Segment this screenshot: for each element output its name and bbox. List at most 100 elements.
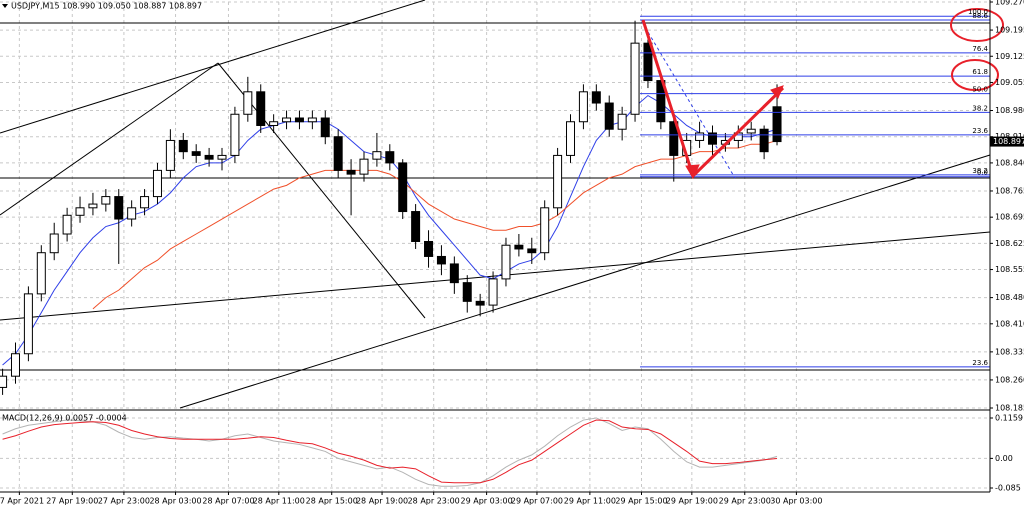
highlight-circle [951,59,999,91]
candle-body [101,196,111,205]
y-tick-label: 108.410 [995,319,1024,328]
y-tick-label: 109.270 [995,0,1024,7]
candle-body [152,169,162,198]
candle-body [578,91,588,123]
y-tick-label: 108.765 [995,186,1024,195]
fib-level-label: 23.6 [972,359,988,367]
trend-line [0,62,219,216]
fib-level-label: 88.6 [972,12,988,20]
candle-body [333,136,343,171]
plot-layer [0,15,990,487]
candle-body [475,300,485,306]
arrow-head [770,85,784,99]
x-tick-label: 28 Apr 11:00 [253,497,305,506]
candle-body [772,106,782,143]
y-tick-label: 0.1159 [995,413,1023,422]
x-tick-label: 28 Apr 03:00 [149,497,201,506]
indicator-line [2,419,778,484]
arrow-head [685,164,700,180]
indicator-line [2,417,778,487]
candle-body [449,263,459,284]
fib-level-label: 38.2 [972,104,988,112]
y-tick-label: 108.980 [995,106,1024,115]
fib-level-label: 100.0 [968,8,988,16]
candle-body [501,244,511,280]
y-tick-label: 109.195 [995,26,1024,35]
fib-level-label: 61.8 [972,68,988,76]
candle-body [695,132,705,141]
candle-body [36,252,46,295]
y-tick-label: 109.055 [995,78,1024,87]
x-tick-label: 27 Apr 23:00 [98,497,150,506]
candle-body [256,91,266,126]
symbol-icon [2,4,8,8]
candle-body [282,117,292,123]
x-tick-label: 29 Apr 19:00 [666,497,718,506]
x-tick-label: 27 Apr 19:00 [46,497,98,506]
candle-body [269,121,279,126]
x-tick-label: 28 Apr 07:00 [202,497,254,506]
candle-body [230,113,240,156]
fib-level-label: 50.0 [972,86,988,94]
x-tick-label: 28 Apr 15:00 [306,497,358,506]
candle-body [746,128,756,134]
y-tick-label: 108.260 [995,375,1024,384]
candle-body [566,121,576,156]
candle-body [10,353,20,377]
candle-body [127,207,137,220]
candle-body [294,117,304,123]
fib-level-label: 0.0 [977,169,988,177]
candle-body [88,203,98,209]
y-tick-label: 108.480 [995,293,1024,302]
candle-body [553,154,563,209]
candle-body [707,132,717,145]
y-tick-label: 0.00 [995,454,1013,463]
fib-level-label: 23.6 [972,127,988,135]
highlight-circle [950,8,1004,42]
candle-body [346,169,356,175]
candle-body [243,91,253,115]
x-tick-label: 27 Apr 2021 [0,497,44,506]
candle-body [320,117,330,138]
y-tick-label: 108.625 [995,239,1024,248]
candle-body [424,240,434,257]
candle-body [462,282,472,302]
y-tick-label: 108.695 [995,213,1024,222]
x-tick-label: 29 Apr 03:00 [461,497,513,506]
candle-body [604,102,614,130]
last-price-box [990,136,1024,147]
x-tick-label: 28 Apr 23:00 [408,497,460,506]
y-tick-label: 108.335 [995,347,1024,356]
candle-body [165,139,175,171]
candle-body [540,207,550,254]
candle-body [488,278,498,306]
candle-body [359,158,369,175]
trend-line [0,231,991,321]
y-tick-label: 108.840 [995,158,1024,167]
moving-average-line [92,139,778,310]
candle-body [398,162,408,213]
candle-body [643,42,653,82]
candle-body [372,151,382,160]
candle-body [527,248,537,254]
x-tick-label: 29 Apr 23:00 [719,497,771,506]
x-tick-label: 28 Apr 19:00 [356,497,408,506]
candle-body [62,214,72,235]
candle-body [75,207,85,216]
drawings [0,0,991,409]
candle-body [669,121,679,156]
y-tick-label: 109.125 [995,52,1024,61]
x-tick-label: 29 Apr 15:00 [615,497,667,506]
y-tick-label: 108.185 [995,404,1024,413]
candle-body [514,244,524,250]
candle-body [385,151,395,164]
annotations-overlay [641,8,1004,180]
last-price-label: 108.897 [993,137,1024,146]
chart-title: USDJPY,M15 108.990 109.050 108.887 108.8… [11,2,202,11]
candle-body [191,151,201,156]
candle-body [591,91,601,104]
candle-body [217,154,227,160]
candle-body [617,113,627,130]
